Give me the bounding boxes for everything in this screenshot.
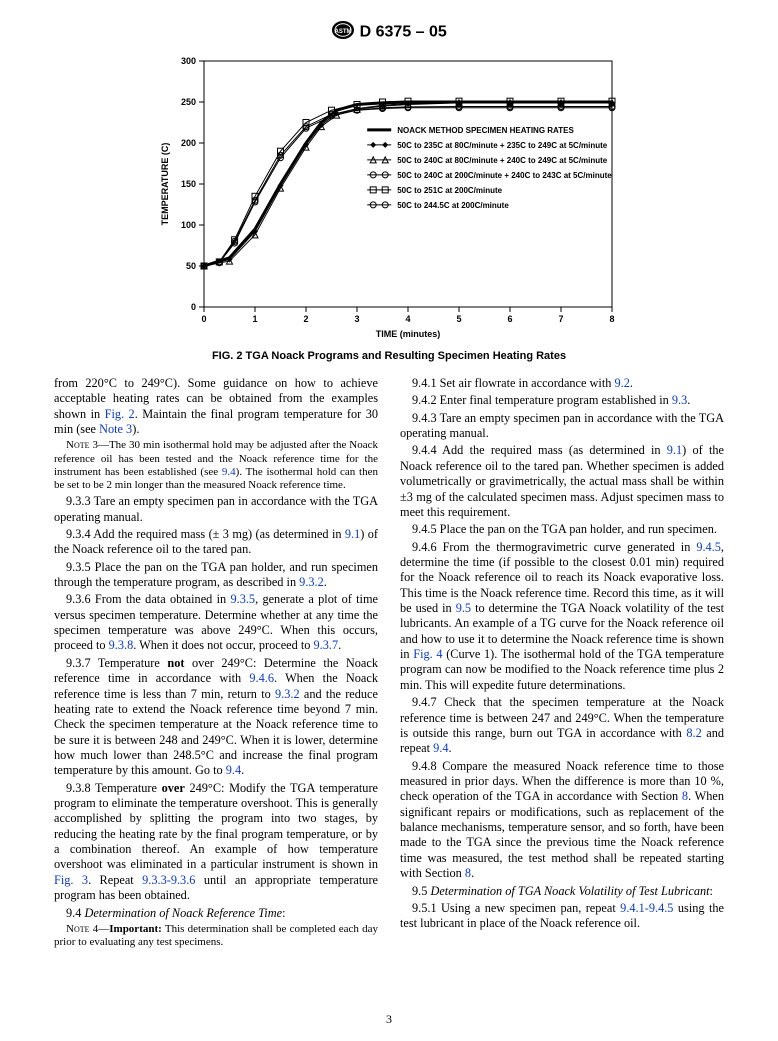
svg-text:250: 250 xyxy=(181,97,196,107)
svg-text:6: 6 xyxy=(507,314,512,324)
xref-9-1: 9.1 xyxy=(345,527,360,541)
svg-text:2: 2 xyxy=(303,314,308,324)
svg-text:50C to 244.5C at 200C/minute: 50C to 244.5C at 200C/minute xyxy=(397,201,509,210)
svg-text:200: 200 xyxy=(181,138,196,148)
para-9-4-4: 9.4.4 Add the required mass (as determin… xyxy=(400,443,724,520)
xref-9-3: 9.3 xyxy=(672,393,687,407)
para-9-3-5: 9.3.5 Place the pan on the TGA pan holde… xyxy=(54,560,378,591)
doc-designation: D 6375 – 05 xyxy=(360,24,447,41)
xref-9-3-2b: 9.3.2 xyxy=(275,687,300,701)
para-9-3-8: 9.3.8 Temperature over 249°C: Modify the… xyxy=(54,781,378,904)
xref-8-2: 8.2 xyxy=(686,726,701,740)
xref-9-4c: 9.4 xyxy=(433,741,448,755)
svg-text:7: 7 xyxy=(558,314,563,324)
tga-chart: 0 1 2 3 4 5 6 7 8 0 50 100 150 200 250 300 TIME (minutes… xyxy=(154,51,624,341)
xref-9-4: 9.4 xyxy=(222,466,236,478)
para-9-4-8: 9.4.8 Compare the measured Noack referen… xyxy=(400,759,724,882)
doc-header: ASTM D 6375 – 05 xyxy=(54,20,724,45)
svg-text:NOACK METHOD SPECIMEN HEATING: NOACK METHOD SPECIMEN HEATING RATES xyxy=(397,126,574,135)
note-3-label: Note 3— xyxy=(66,439,109,451)
svg-text:4: 4 xyxy=(405,314,410,324)
xref-9-5: 9.5 xyxy=(456,601,471,615)
para-9-5-1: 9.5.1 Using a new specimen pan, repeat 9… xyxy=(400,901,724,932)
svg-text:50C to 240C at 80C/minute + 24: 50C to 240C at 80C/minute + 240C to 249C… xyxy=(397,156,608,165)
xref-9-3-8: 9.3.8 xyxy=(109,638,134,652)
para-continuation: from 220°C to 249°C). Some guidance on h… xyxy=(54,376,378,437)
svg-text:TIME (minutes): TIME (minutes) xyxy=(376,329,441,339)
svg-text:50C to 240C at 200C/minute + 2: 50C to 240C at 200C/minute + 240C to 243… xyxy=(397,171,612,180)
xref-9-1b: 9.1 xyxy=(667,443,682,457)
para-9-3-3: 9.3.3 Tare an empty specimen pan in acco… xyxy=(54,494,378,525)
svg-text:50C to 251C at 200C/minute: 50C to 251C at 200C/minute xyxy=(397,186,502,195)
svg-text:3: 3 xyxy=(354,314,359,324)
para-9-4-6: 9.4.6 From the thermogravimetric curve g… xyxy=(400,540,724,694)
xref-9-2: 9.2 xyxy=(614,376,629,390)
para-9-3-4: 9.3.4 Add the required mass (± 3 mg) (as… xyxy=(54,527,378,558)
xref-9-4-6: 9.4.6 xyxy=(249,671,274,685)
note-4: Note 4—Important: This determination sha… xyxy=(54,923,378,949)
svg-text:100: 100 xyxy=(181,220,196,230)
sec-9-4-title: 9.4 Determination of Noack Reference Tim… xyxy=(54,906,378,921)
svg-text:5: 5 xyxy=(456,314,461,324)
xref-fig4: Fig. 4 xyxy=(413,647,442,661)
svg-text:150: 150 xyxy=(181,179,196,189)
svg-text:ASTM: ASTM xyxy=(335,29,352,35)
xref-9-4-1-9-4-5: 9.4.1-9.4.5 xyxy=(620,901,673,915)
figure-2: 0 1 2 3 4 5 6 7 8 0 50 100 150 200 250 300 TIME (minutes… xyxy=(54,51,724,346)
svg-text:8: 8 xyxy=(609,314,614,324)
svg-text:50: 50 xyxy=(186,261,196,271)
svg-text:TEMPERATURE (C): TEMPERATURE (C) xyxy=(160,143,170,226)
para-9-4-5: 9.4.5 Place the pan on the TGA pan holde… xyxy=(400,522,724,537)
sec-9-5-title: 9.5 Determination of TGA Noack Volatilit… xyxy=(400,884,724,899)
xref-9-3-3-9-3-6: 9.3.3-9.3.6 xyxy=(142,873,195,887)
xref-fig3: Fig. 3 xyxy=(54,873,88,887)
xref-9-4-5: 9.4.5 xyxy=(696,540,721,554)
svg-text:1: 1 xyxy=(252,314,257,324)
para-9-3-7: 9.3.7 Temperature not over 249°C: Determ… xyxy=(54,656,378,779)
xref-9-3-5: 9.3.5 xyxy=(230,592,255,606)
figure-2-caption: FIG. 2 TGA Noack Programs and Resulting … xyxy=(54,350,724,362)
xref-fig2: Fig. 2 xyxy=(105,407,135,421)
xref-9-4b: 9.4 xyxy=(226,763,241,777)
para-9-3-6: 9.3.6 From the data obtained in 9.3.5, g… xyxy=(54,592,378,653)
xref-note3: Note 3 xyxy=(99,422,132,436)
xref-9-3-2: 9.3.2 xyxy=(299,575,324,589)
note-4-label: Note 4— xyxy=(66,923,109,935)
para-9-4-7: 9.4.7 Check that the specimen temperatur… xyxy=(400,695,724,756)
astm-logo-icon: ASTM xyxy=(331,20,355,45)
page-number: 3 xyxy=(0,1012,778,1027)
xref-9-3-7: 9.3.7 xyxy=(314,638,339,652)
para-9-4-3: 9.4.3 Tare an empty specimen pan in acco… xyxy=(400,411,724,442)
svg-text:0: 0 xyxy=(201,314,206,324)
para-9-4-1: 9.4.1 Set air flowrate in accordance wit… xyxy=(400,376,724,391)
para-9-4-2: 9.4.2 Enter final temperature program es… xyxy=(400,393,724,408)
svg-text:50C to 235C at 80C/minute + 23: 50C to 235C at 80C/minute + 235C to 249C… xyxy=(397,141,608,150)
svg-text:0: 0 xyxy=(191,302,196,312)
note-3: Note 3—The 30 min isothermal hold may be… xyxy=(54,439,378,492)
body-columns: from 220°C to 249°C). Some guidance on h… xyxy=(54,376,724,949)
svg-text:300: 300 xyxy=(181,56,196,66)
